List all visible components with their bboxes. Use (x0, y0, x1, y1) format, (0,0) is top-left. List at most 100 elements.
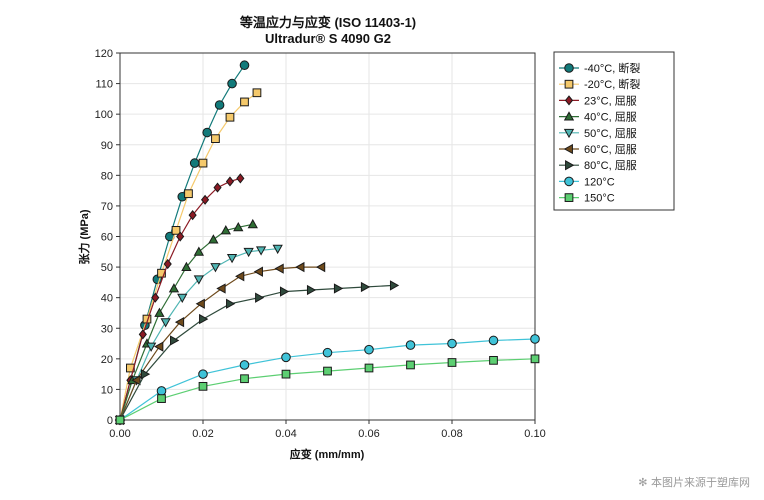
x-tick-label: 0.04 (275, 428, 296, 440)
data-point (138, 329, 147, 340)
data-point (274, 263, 284, 274)
data-point (184, 189, 193, 199)
y-tick-label: 80 (101, 170, 113, 182)
data-point (227, 78, 237, 89)
data-point (235, 271, 245, 282)
data-point (240, 374, 249, 384)
data-point (225, 176, 235, 187)
data-point (157, 268, 166, 278)
data-point (156, 386, 167, 396)
data-point (154, 307, 165, 317)
legend-label: 150°C (584, 193, 615, 205)
data-point (170, 335, 180, 346)
legend-marker (563, 128, 575, 139)
x-tick-label: 0.10 (524, 428, 545, 440)
chart-title: 等温应力与应变 (ISO 11403-1) (239, 15, 416, 30)
watermark-icon: ✻ (638, 476, 648, 489)
data-point (210, 263, 221, 273)
data-point (306, 284, 317, 296)
legend-marker (564, 79, 574, 89)
data-point (195, 298, 205, 309)
data-point (255, 246, 267, 256)
y-tick-label: 90 (101, 140, 113, 152)
data-point (211, 134, 220, 144)
data-point (213, 182, 222, 193)
y-tick-label: 10 (101, 384, 113, 396)
x-tick-label: 0.00 (109, 428, 130, 440)
legend-marker (564, 63, 574, 73)
x-tick-label: 0.08 (441, 428, 462, 440)
series-7 (115, 334, 540, 425)
data-point (488, 335, 499, 346)
legend-marker (563, 111, 575, 121)
data-point (151, 292, 160, 303)
series-line (119, 223, 253, 421)
data-point (364, 363, 374, 373)
data-point (193, 246, 204, 256)
legend-label: 40°C, 屈服 (584, 111, 637, 124)
series-line (119, 64, 245, 421)
data-point (333, 283, 344, 294)
data-point (247, 218, 258, 229)
data-point (447, 338, 457, 349)
y-tick-label: 50 (101, 262, 113, 274)
data-point (255, 292, 265, 303)
data-point (243, 247, 254, 258)
data-point (233, 221, 244, 232)
data-point (530, 354, 540, 364)
data-point (530, 334, 540, 344)
data-point (163, 258, 172, 270)
legend-label: 50°C, 屈服 (584, 127, 637, 140)
data-point (489, 355, 498, 365)
data-point (239, 60, 250, 71)
y-tick-label: 110 (95, 79, 113, 91)
data-point (214, 100, 225, 110)
data-point (226, 253, 238, 264)
legend-label: -20°C, 断裂 (584, 77, 640, 91)
series-8 (115, 354, 540, 425)
data-point (168, 283, 180, 293)
y-tick-label: 20 (101, 354, 113, 366)
data-point (360, 281, 371, 293)
series-group (114, 60, 540, 426)
data-point (240, 97, 249, 107)
data-point (177, 293, 188, 303)
data-point (252, 88, 262, 98)
y-tick-label: 60 (101, 232, 113, 244)
watermark-text: 本图片来源于塑库网 (651, 476, 750, 489)
data-point (157, 394, 166, 403)
legend-box (553, 51, 675, 211)
data-point (315, 261, 326, 273)
data-point (198, 381, 208, 391)
legend-label: 120°C (584, 176, 615, 188)
data-point (181, 261, 192, 272)
data-point (160, 318, 171, 328)
y-tick-label: 0 (107, 415, 113, 427)
data-point (216, 283, 226, 294)
legend-marker (564, 95, 574, 106)
axis-ticks: 0 10 20 30 40 50 60 70 80 90 100 110 120 0.00 0.02 0.04… (95, 48, 546, 440)
legend-label: -40°C, 断裂 (584, 61, 640, 75)
chart-subtitle: Ultradur® S 4090 G2 (265, 31, 391, 46)
data-point (145, 342, 157, 352)
data-point (193, 275, 204, 285)
x-tick-label: 0.06 (358, 428, 379, 440)
data-point (189, 158, 200, 168)
legend-label: 23°C, 屈服 (584, 94, 637, 107)
y-axis-label: 张力 (MPa) (77, 209, 91, 264)
legend-marker (564, 193, 574, 202)
data-point (323, 366, 332, 376)
y-tick-label: 30 (101, 323, 113, 335)
data-point (198, 369, 208, 379)
data-point (279, 286, 290, 297)
legend-label: 60°C, 屈服 (584, 143, 637, 156)
data-point (188, 209, 197, 221)
data-point (295, 261, 305, 273)
data-point (200, 194, 210, 205)
data-point (174, 316, 185, 328)
data-point (225, 112, 235, 122)
data-point (322, 347, 333, 358)
data-point (281, 352, 291, 363)
data-point (406, 360, 415, 370)
x-axis-label: 应变 (mm/mm) (290, 447, 365, 461)
